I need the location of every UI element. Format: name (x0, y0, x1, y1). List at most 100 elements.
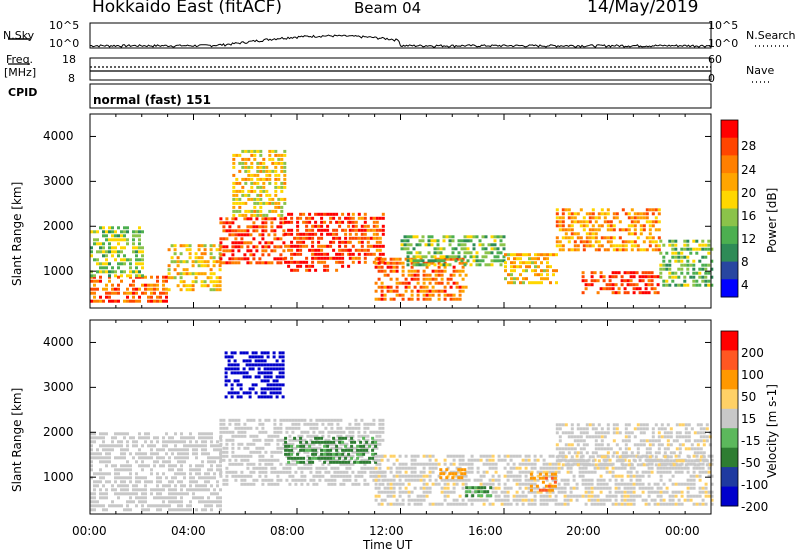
velocity-cell (375, 446, 379, 450)
power-cell (293, 260, 297, 264)
velocity-cell (483, 490, 487, 494)
velocity-cell (144, 484, 147, 488)
power-cell (156, 295, 159, 299)
power-cell (347, 216, 351, 220)
power-cell (244, 213, 248, 217)
velocity-cell (554, 502, 558, 506)
velocity-cell (644, 470, 648, 474)
velocity-cell (356, 444, 360, 448)
velocity-cell (452, 498, 456, 502)
velocity-cell (585, 423, 589, 427)
power-cell (182, 260, 186, 264)
velocity-cell (261, 458, 265, 462)
velocity-cell (392, 494, 396, 498)
power-cell (609, 244, 613, 248)
velocity-cell (677, 502, 681, 506)
power-cell (425, 265, 429, 269)
velocity-cell (539, 494, 543, 498)
velocity-cell (240, 462, 244, 466)
velocity-cell (240, 458, 244, 462)
velocity-cell (494, 494, 498, 498)
power-cell (326, 264, 330, 268)
power-cell (335, 268, 339, 272)
velocity-cell (345, 454, 349, 458)
velocity-cell (303, 418, 307, 422)
velocity-cell (275, 395, 279, 399)
velocity-cell (392, 482, 396, 486)
power-cell (282, 241, 286, 245)
power-cell (150, 291, 153, 295)
power-cell (668, 271, 672, 275)
power-cell (231, 257, 235, 261)
velocity-cell (425, 494, 429, 498)
velocity-cell (398, 494, 402, 498)
power-cell (403, 239, 407, 243)
velocity-cell (336, 458, 340, 462)
power-cell (296, 260, 300, 264)
velocity-cell (366, 482, 370, 486)
power-cell (290, 244, 294, 248)
velocity-cell (272, 379, 276, 383)
velocity-cell (230, 395, 234, 399)
velocity-cell (695, 454, 699, 458)
velocity-cell (572, 462, 576, 466)
velocity-cell (558, 423, 562, 427)
velocity-cell (168, 492, 171, 496)
power-cell (395, 269, 399, 273)
velocity-cell (641, 470, 645, 474)
velocity-cell (451, 472, 455, 476)
power-cell (363, 220, 367, 224)
velocity-cell (102, 440, 105, 444)
power-cell (246, 217, 250, 221)
power-cell (366, 224, 370, 228)
power-cell (636, 212, 640, 216)
velocity-cell (108, 444, 111, 448)
velocity-cell (524, 486, 528, 490)
power-cell (241, 185, 245, 189)
velocity-cell (506, 486, 510, 490)
velocity-cell (243, 478, 247, 482)
power-cell (264, 229, 268, 233)
power-cell (252, 253, 256, 257)
power-cell (407, 269, 411, 273)
velocity-cell (422, 466, 426, 470)
velocity-cell (461, 454, 465, 458)
velocity-cell (293, 436, 297, 440)
velocity-cell (306, 430, 310, 434)
velocity-cell (324, 426, 328, 430)
power-cell (588, 228, 592, 232)
power-cell (344, 240, 348, 244)
power-cell (111, 299, 114, 303)
power-cell (431, 261, 435, 265)
power-cell (232, 205, 236, 209)
power-cell (279, 225, 283, 229)
velocity-cell (422, 478, 426, 482)
power-cell (452, 273, 456, 277)
velocity-cell (437, 502, 441, 506)
velocity-cell (120, 444, 123, 448)
power-cell (516, 265, 519, 269)
velocity-cell (186, 508, 189, 512)
velocity-cell (398, 490, 402, 494)
velocity-cell (521, 490, 525, 494)
velocity-cell (279, 430, 283, 434)
power-cell (203, 280, 207, 284)
power-cell (452, 293, 456, 297)
velocity-cell (348, 446, 352, 450)
velocity-cell (428, 486, 432, 490)
velocity-cell (593, 470, 597, 474)
power-cell (162, 299, 165, 303)
power-cell (561, 216, 565, 220)
velocity-cell (192, 468, 195, 472)
power-cell (407, 285, 411, 289)
velocity-cell (524, 474, 528, 478)
power-cell (264, 245, 268, 249)
power-cell (246, 257, 250, 261)
power-cell (449, 277, 453, 281)
velocity-cell (357, 438, 361, 442)
velocity-cell (582, 439, 586, 443)
velocity-cell (693, 431, 697, 435)
power-cell (425, 293, 429, 297)
velocity-cell (443, 498, 447, 502)
velocity-cell (693, 451, 697, 455)
